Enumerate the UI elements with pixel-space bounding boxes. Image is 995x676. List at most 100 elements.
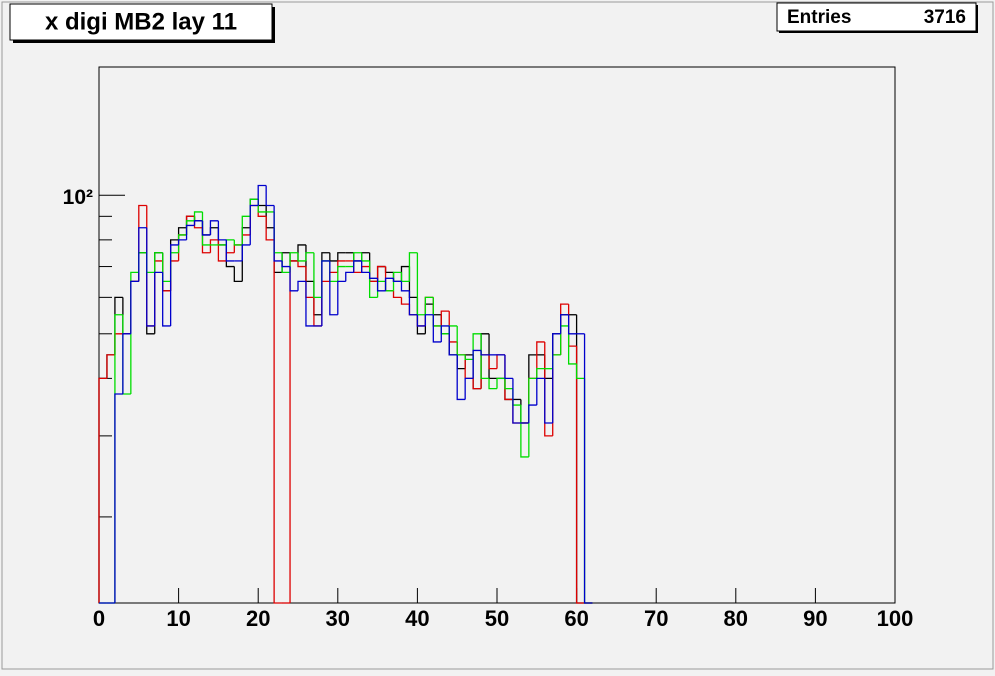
histogram-bin	[424, 314, 434, 326]
x-tick-label: 50	[485, 606, 509, 631]
histogram-bin	[193, 220, 203, 226]
histogram-bin	[384, 277, 394, 291]
histogram-bin	[472, 349, 482, 379]
stats-box	[776, 2, 977, 32]
histogram-bin	[337, 252, 346, 261]
histogram-bin	[177, 239, 187, 245]
histogram-bin	[480, 350, 490, 356]
histogram-bin	[488, 354, 497, 370]
histogram-bin	[504, 378, 513, 390]
histogram-bin	[98, 377, 107, 603]
x-tick-label: 90	[803, 606, 827, 631]
stats-value: 3716	[924, 7, 966, 28]
histogram-bin	[225, 239, 235, 262]
histogram-bin	[305, 281, 314, 327]
histogram-bin	[440, 325, 450, 342]
histogram-bin	[209, 239, 219, 253]
histogram-bin	[448, 325, 458, 356]
histogram-bin	[368, 272, 378, 279]
histogram-bin	[528, 377, 537, 457]
histogram-bin	[408, 252, 418, 282]
histogram-bin	[416, 314, 426, 327]
x-tick-label: 10	[166, 606, 190, 631]
plot-frame	[98, 66, 896, 604]
x-tick-label: 100	[877, 606, 914, 631]
histogram-bin	[544, 341, 553, 437]
histogram-bin	[408, 290, 418, 316]
histogram-bin	[392, 271, 402, 291]
histogram-bin	[241, 215, 251, 245]
x-tick-label: 80	[724, 606, 748, 631]
histogram-bin	[400, 297, 410, 305]
histogram-bin	[185, 224, 195, 240]
histogram-bin	[321, 260, 330, 326]
histogram-bin	[528, 404, 537, 423]
histogram-bin	[567, 325, 577, 365]
histogram-bin	[464, 377, 474, 400]
histogram-bin	[265, 216, 275, 241]
title-box	[9, 3, 273, 41]
histogram-bin	[456, 354, 466, 401]
histogram-bin	[265, 185, 275, 207]
histogram-bin	[138, 227, 147, 282]
histogram-bin	[217, 239, 227, 262]
histogram-bin	[353, 260, 362, 273]
histogram-bin	[114, 393, 123, 603]
histogram-bin	[337, 280, 346, 315]
histogram-bin	[432, 314, 442, 343]
histogram-bin	[305, 252, 314, 261]
histogram-bin	[146, 227, 155, 327]
histogram-bin	[376, 278, 386, 292]
x-tick-label: 60	[564, 606, 588, 631]
histogram-bin	[567, 314, 577, 335]
histogram-bin	[154, 271, 163, 326]
histogram-bin	[392, 278, 402, 283]
histogram-bin	[536, 367, 545, 379]
histogram-bin	[337, 265, 346, 282]
histogram-bin	[480, 333, 490, 380]
histogram-bin	[177, 234, 187, 253]
y-tick-label: 10²	[63, 186, 93, 209]
histogram-bin	[345, 271, 354, 282]
histogram-bin	[544, 378, 553, 424]
histogram-bin	[273, 239, 283, 604]
histogram-bin	[162, 272, 171, 327]
histogram-bin	[297, 260, 306, 268]
histogram-bin	[297, 252, 306, 262]
histogram-bin	[233, 239, 243, 246]
histogram-bin	[273, 205, 283, 262]
histogram-bin	[361, 260, 370, 273]
histogram-bin	[201, 220, 211, 236]
x-tick-label: 70	[644, 606, 668, 631]
histogram-bin	[241, 244, 251, 261]
histogram-bin	[297, 280, 306, 291]
histogram-bin	[130, 271, 139, 394]
histogram-bin	[560, 314, 569, 334]
histogram-bin	[329, 260, 338, 316]
chart-title: x digi MB2 lay 11	[45, 8, 237, 35]
histogram-bin	[472, 378, 482, 390]
histogram-bin	[193, 211, 203, 221]
stats-label: Entries	[787, 7, 851, 28]
histogram-bin	[122, 333, 131, 394]
histogram-bin	[281, 260, 291, 268]
histogram-bin	[512, 378, 521, 424]
histogram-bin	[400, 281, 410, 292]
histogram-bin	[575, 363, 585, 380]
x-tick-label: 40	[405, 606, 429, 631]
histogram-bin	[130, 280, 139, 334]
histogram-bin	[552, 333, 561, 423]
histogram-bin	[249, 204, 259, 245]
histogram-bin	[257, 184, 267, 206]
histogram-bin	[496, 377, 505, 389]
histogram-bin	[169, 244, 179, 326]
histogram-bin	[289, 252, 298, 273]
histogram-bin	[209, 220, 219, 235]
histogram-bin	[154, 252, 163, 273]
histogram-bin	[536, 341, 545, 379]
histogram-bin	[106, 354, 115, 379]
histogram-bin	[575, 346, 585, 604]
histogram-bin	[424, 296, 434, 315]
histogram-bin	[313, 252, 322, 299]
